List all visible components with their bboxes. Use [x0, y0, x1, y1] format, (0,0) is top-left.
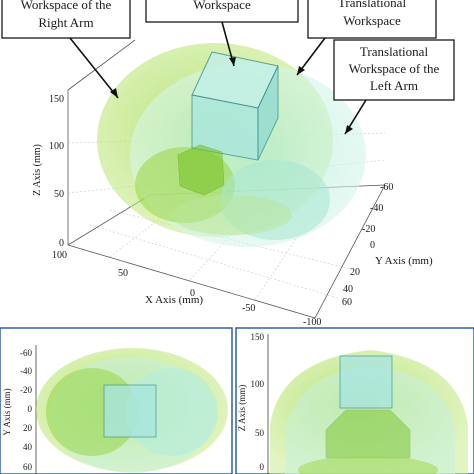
br-z-ticks: 150 100 50 0 [251, 332, 265, 472]
y-tick-label: -60 [380, 182, 393, 193]
cube-top-view [103, 384, 157, 438]
dexterous-prism [177, 144, 225, 196]
callout-text: Translational [338, 0, 407, 10]
z-axis-label: Z Axis (mm) [32, 144, 43, 196]
y-tick-label: 20 [350, 267, 360, 278]
x-tick-label: 50 [118, 268, 128, 279]
z-tick-label: 100 [251, 379, 265, 389]
y-tick-label: 0 [28, 404, 33, 414]
bottom-left-view: -60 -40 -20 0 20 40 60 Y Axis (mm) [0, 327, 233, 474]
translational-cube [191, 51, 279, 161]
x-axis-ticks: 100 50 0 -50 -100 [52, 250, 321, 328]
y-tick-label: -60 [20, 348, 32, 358]
callout-text: Translational [360, 44, 429, 59]
main-3d-view: 150 100 50 0 Z Axis (mm) -60 -40 -20 0 2… [1, 0, 455, 328]
y-tick-label: 40 [343, 284, 353, 295]
y-tick-label: -20 [362, 224, 375, 235]
z-tick-label: 50 [54, 189, 64, 200]
y-tick-label: -40 [370, 203, 383, 214]
callout-text: Workspace [343, 13, 401, 28]
y-axis-ticks: -60 -40 -20 0 20 40 60 [342, 182, 393, 308]
callout-left-arm: Translational Workspace of the Left Arm [333, 39, 455, 135]
bottom-right-view: 150 100 50 0 Z Axis (mm) [235, 327, 474, 474]
x-tick-label: 100 [52, 250, 67, 261]
y-tick-label: 0 [370, 240, 375, 251]
callout-right-arm: Workspace of the Right Arm [1, 0, 131, 99]
callout-text: Right Arm [38, 15, 93, 30]
x-tick-label: -100 [303, 317, 321, 328]
y-tick-label: 60 [342, 297, 352, 308]
callout-text: Workspace of the [21, 0, 112, 12]
callout-text: Workspace of the [349, 61, 440, 76]
callout-text: Left Arm [370, 78, 418, 93]
bl-y-axis-label: Y Axis (mm) [2, 388, 12, 435]
prism-side-view [325, 409, 411, 459]
z-tick-label: 50 [255, 428, 265, 438]
cube-side-view [339, 355, 393, 409]
callout-center: Workspace [145, 0, 299, 67]
lower-dome [172, 195, 292, 235]
callout-text: Workspace [193, 0, 251, 12]
y-tick-label: -40 [20, 366, 32, 376]
bl-y-ticks: -60 -40 -20 0 20 40 60 [20, 348, 33, 472]
x-tick-label: -50 [242, 303, 255, 314]
z-tick-label: 0 [260, 462, 265, 472]
z-tick-label: 100 [49, 141, 64, 152]
z-axis-ticks: 150 100 50 0 [49, 94, 64, 249]
y-tick-label: -20 [20, 385, 32, 395]
y-tick-label: 60 [23, 462, 33, 472]
br-z-axis-label: Z Axis (mm) [237, 385, 247, 432]
y-tick-label: 40 [23, 442, 33, 452]
z-tick-label: 150 [49, 94, 64, 105]
y-tick-label: 20 [23, 423, 33, 433]
x-axis-label: X Axis (mm) [145, 294, 203, 306]
y-axis-label: Y Axis (mm) [375, 255, 433, 267]
z-tick-label: 0 [59, 238, 64, 249]
callout-translational: Translational Workspace [296, 0, 437, 76]
x-tick-label: 0 [190, 288, 195, 299]
z-tick-label: 150 [251, 332, 265, 342]
